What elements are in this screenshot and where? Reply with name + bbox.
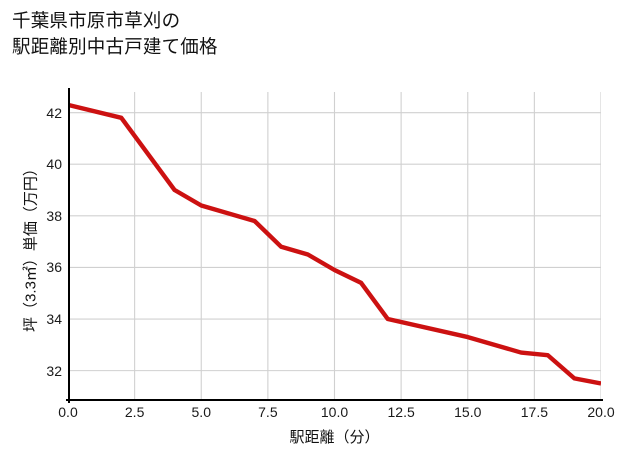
page-title: 千葉県市原市草刈の 駅距離別中古戸建て価格 bbox=[12, 10, 218, 58]
y-tick-label: 42 bbox=[46, 104, 62, 121]
x-tick-label: 5.0 bbox=[191, 404, 211, 420]
x-tick-label: 20.0 bbox=[587, 404, 615, 420]
plot-area bbox=[68, 92, 601, 399]
x-axis-spine bbox=[66, 399, 603, 401]
x-tick-label: 15.0 bbox=[454, 404, 482, 420]
x-tick-label: 17.5 bbox=[520, 404, 548, 420]
y-tick-label: 32 bbox=[46, 362, 62, 379]
y-axis-tick-labels: 32 34 36 38 40 42 bbox=[22, 92, 62, 399]
x-tick-label: 12.5 bbox=[387, 404, 415, 420]
price-line-series bbox=[68, 102, 601, 386]
y-tick-label: 36 bbox=[46, 259, 62, 276]
x-tick-label: 0.0 bbox=[58, 404, 78, 420]
y-tick-label: 38 bbox=[46, 207, 62, 224]
x-axis-tick-labels: 0.0 2.5 5.0 7.5 10.0 12.5 15.0 17.5 20.0 bbox=[58, 404, 614, 424]
x-tick-label: 7.5 bbox=[258, 404, 278, 420]
y-axis-title: 坪（3.3㎡）単価（万円） bbox=[22, 161, 40, 332]
y-tick-label: 34 bbox=[46, 311, 62, 328]
y-axis-spine bbox=[68, 88, 70, 403]
x-tick-label: 2.5 bbox=[124, 404, 145, 420]
x-tick-label: 10.0 bbox=[320, 404, 349, 420]
x-axis-title: 駅距離（分） bbox=[289, 429, 380, 446]
y-axis-title-wrap: 坪（3.3㎡）単価（万円） bbox=[0, 0, 40, 332]
y-tick-label: 40 bbox=[46, 156, 62, 173]
